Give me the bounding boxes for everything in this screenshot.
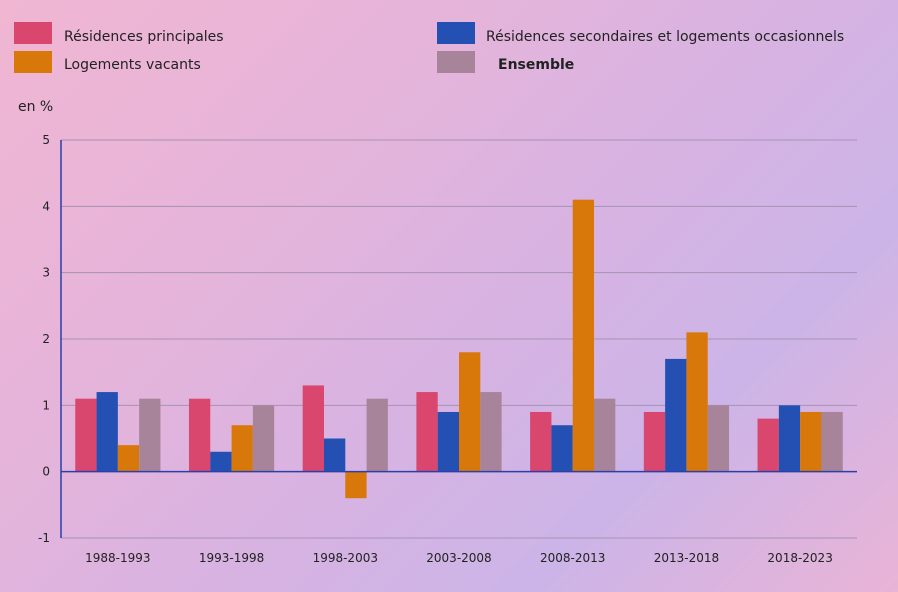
y-tick-label: 1 [42, 398, 50, 412]
y-tick-label: 3 [42, 266, 50, 280]
legend: Résidences principales Logements vacants… [14, 22, 844, 73]
legend-swatch-logements-vacants [14, 51, 52, 73]
y-tick-label: 0 [42, 465, 50, 479]
y-tick-label: -1 [38, 531, 50, 545]
x-tick-label: 2013-2018 [654, 551, 719, 565]
bar [252, 405, 275, 472]
x-tick-labels: 1988-1993 1993-1998 1998-2003 2003-2008 2008… [85, 551, 833, 565]
x-tick-label: 2018-2023 [767, 551, 832, 565]
gridlines [61, 139, 857, 539]
x-tick-label: 1993-1998 [199, 551, 264, 565]
bar [210, 451, 232, 472]
legend-swatch-residences-principales [14, 22, 52, 44]
legend-swatch-ensemble [437, 51, 475, 73]
legend-label-ensemble: Ensemble [498, 57, 574, 73]
bar [345, 471, 367, 499]
bar [117, 445, 140, 472]
bar [778, 405, 801, 472]
bar [416, 392, 438, 472]
bar [757, 418, 779, 472]
bar [231, 425, 253, 472]
legend-label-residences-principales: Résidences principales [64, 29, 224, 45]
bar [139, 398, 161, 472]
bar [75, 398, 97, 472]
y-tick-label: 5 [42, 133, 50, 147]
bar [323, 438, 346, 472]
legend-label-residences-secondaires: Résidences secondaires et logements occa… [486, 29, 844, 45]
bar [572, 199, 595, 472]
bar [302, 385, 324, 472]
bar [821, 411, 843, 472]
bar [800, 411, 822, 472]
bar [707, 405, 730, 472]
y-tick-label: 2 [42, 332, 50, 346]
y-tick-label: 4 [42, 199, 50, 213]
legend-label-logements-vacants: Logements vacants [64, 57, 201, 73]
bar [480, 392, 502, 472]
bar [665, 358, 687, 472]
x-tick-label: 2008-2013 [540, 551, 605, 565]
bars [75, 199, 843, 499]
bar [437, 411, 459, 472]
x-tick-label: 1988-1993 [85, 551, 150, 565]
bar [188, 398, 211, 472]
legend-swatch-residences-secondaires [437, 22, 475, 44]
x-tick-label: 1998-2003 [313, 551, 378, 565]
bar [366, 398, 388, 472]
bar [643, 411, 666, 472]
bar [530, 411, 552, 472]
y-axis-unit-label: en % [18, 99, 53, 115]
y-tick-labels: -1 0 1 2 3 4 5 [38, 133, 50, 545]
bar [686, 332, 708, 472]
bar [459, 352, 481, 472]
bar [96, 392, 118, 472]
bar [551, 425, 573, 472]
x-tick-label: 2003-2008 [426, 551, 491, 565]
bar [594, 398, 616, 472]
axes [60, 140, 857, 538]
